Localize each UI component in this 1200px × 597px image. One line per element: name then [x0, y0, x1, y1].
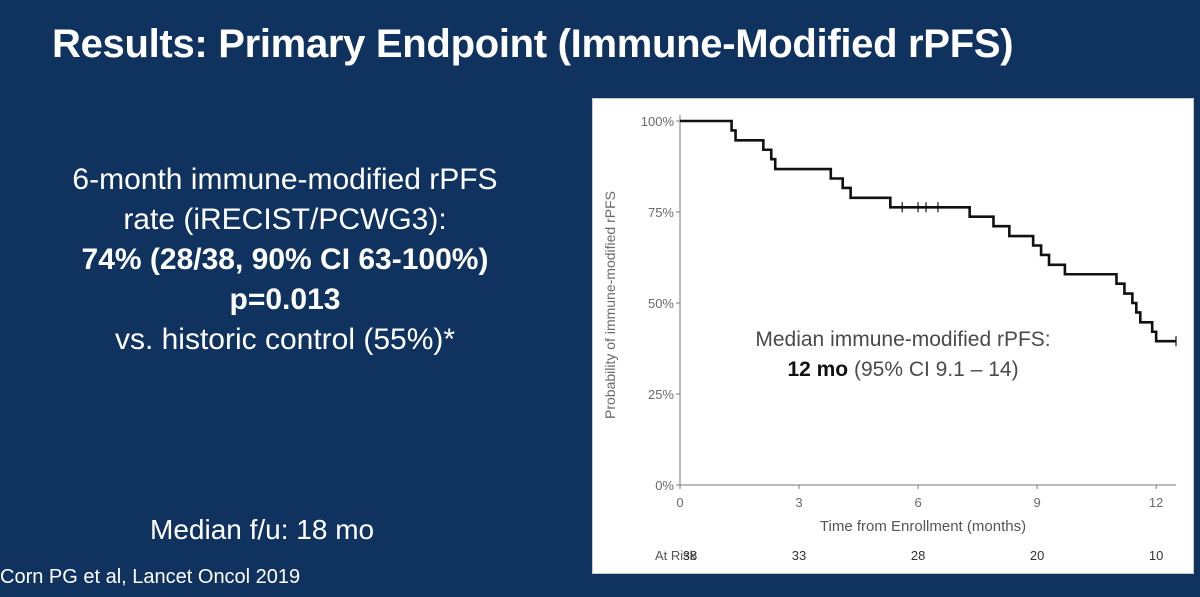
y-tick-label: 25% [648, 387, 674, 402]
at-risk-values: 38 33 28 20 10 [683, 548, 1164, 563]
at-risk-value: 33 [792, 548, 806, 563]
y-tick-label: 50% [648, 296, 674, 311]
result-comparison: vs. historic control (55%)* [114, 323, 456, 356]
km-chart: 0% 25% 50% 75% 100% 0 3 6 9 12 Probability of imm… [602, 114, 1177, 563]
km-chart-panel: 0% 25% 50% 75% 100% 0 3 6 9 12 Probability of imm… [592, 98, 1194, 574]
x-axis-label: Time from Enrollment (months) [820, 518, 1026, 535]
x-tick-label: 6 [914, 495, 921, 510]
at-risk-value: 28 [911, 548, 925, 563]
median-label: Median immune-modified rPFS: [755, 328, 1051, 351]
x-tick-label: 9 [1034, 495, 1041, 510]
y-axis-label: Probability of immune-modified rPFS [602, 191, 618, 419]
x-tick-label: 3 [795, 495, 802, 510]
at-risk-value: 10 [1149, 548, 1163, 563]
result-summary: 6-month immune-modified rPFS rate (iRECI… [20, 160, 550, 360]
x-tick-label: 12 [1149, 495, 1163, 510]
median-followup: Median f/u: 18 mo [150, 514, 375, 545]
x-tick-label: 0 [676, 495, 683, 510]
median-annotation: Median immune-modified rPFS: 12 mo (95% … [693, 325, 1113, 385]
chart-axes: 0% 25% 50% 75% 100% 0 3 6 9 12 [641, 114, 1176, 510]
median-value-line: 12 mo (95% CI 9.1 – 14) [693, 355, 1113, 385]
y-tick-label: 100% [641, 114, 675, 129]
at-risk-value: 20 [1030, 548, 1044, 563]
citation: Corn PG et al, Lancet Oncol 2019 [0, 566, 301, 588]
result-rate: 74% (28/38, 90% CI 63-100%) [81, 243, 489, 276]
km-step-curve [680, 119, 1176, 343]
at-risk-label: At Risk [655, 548, 697, 563]
km-curve-group [680, 119, 1177, 347]
result-p-value: p=0.013 [229, 283, 341, 316]
y-tick-label: 75% [648, 205, 674, 220]
result-line-2: rate (iRECIST/PCWG3): [123, 203, 447, 236]
y-tick-label: 0% [655, 478, 674, 493]
median-ci: (95% CI 9.1 – 14) [848, 358, 1019, 381]
median-value: 12 mo [787, 358, 849, 381]
slide-title: Results: Primary Endpoint (Immune-Modifi… [52, 22, 1014, 66]
result-line-1: 6-month immune-modified rPFS [72, 163, 498, 196]
at-risk-value: 38 [683, 548, 697, 563]
